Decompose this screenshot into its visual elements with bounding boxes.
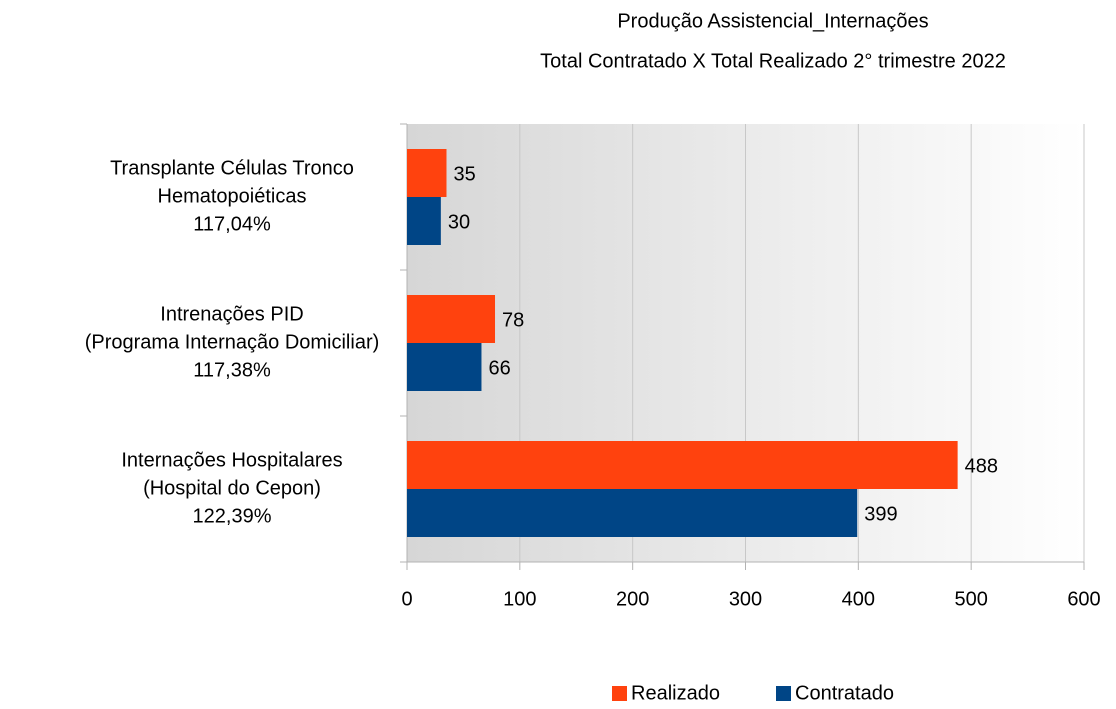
legend-swatch <box>776 686 791 701</box>
y-tick-label: 117,38% <box>193 359 271 381</box>
bar <box>407 149 447 197</box>
x-tick-label: 100 <box>503 588 536 610</box>
chart-title: Produção Assistencial_Internações <box>617 10 928 32</box>
x-tick-label: 500 <box>954 588 987 610</box>
legend-label: Contratado <box>795 682 894 704</box>
x-tick-label: 600 <box>1067 588 1100 610</box>
chart-subtitle: Total Contratado X Total Realizado 2° tr… <box>540 50 1006 72</box>
bar <box>407 197 441 245</box>
bar <box>407 343 482 391</box>
y-tick-label: Transplante Células Tronco <box>110 157 354 179</box>
legend-label: Realizado <box>631 682 720 704</box>
y-tick-label: Hematopoiéticas <box>158 185 307 207</box>
data-label: 399 <box>864 503 897 525</box>
bar <box>407 489 858 537</box>
x-tick-label: 200 <box>616 588 649 610</box>
legend-swatch <box>612 686 627 701</box>
x-tick-label: 400 <box>842 588 875 610</box>
y-tick-label: (Hospital do Cepon) <box>143 477 321 499</box>
data-label: 78 <box>502 309 524 331</box>
y-tick-label: 122,39% <box>193 505 272 527</box>
y-tick-label: Internações Hospitalares <box>121 449 342 471</box>
data-label: 488 <box>965 455 998 477</box>
data-label: 30 <box>448 211 470 233</box>
bar <box>407 295 496 343</box>
x-tick-label: 300 <box>729 588 762 610</box>
y-tick-label: (Programa Internação Domiciliar) <box>85 331 380 353</box>
bar <box>407 441 958 489</box>
x-tick-label: 0 <box>401 588 412 610</box>
y-tick-label: 117,04% <box>193 213 271 235</box>
data-label: 35 <box>453 163 475 185</box>
data-label: 66 <box>488 357 510 379</box>
y-tick-label: Intrenações PID <box>160 303 303 325</box>
